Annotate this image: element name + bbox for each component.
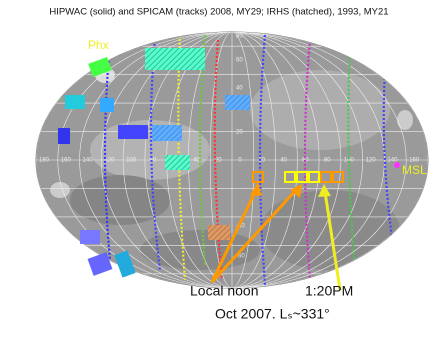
time-label: 1:20PM	[305, 283, 353, 299]
latitude-label: 40	[236, 86, 243, 92]
date-label: Oct 2007. Lₛ~331°	[215, 306, 330, 322]
longitude-label: 140	[83, 158, 94, 164]
longitude-label: 160	[61, 158, 72, 164]
longitude-label: 120	[366, 158, 377, 164]
longitude-label: 180	[39, 158, 50, 164]
title: HIPWAC (solid) and SPICAM (tracks) 2008,…	[49, 7, 388, 18]
longitude-label: 100	[126, 158, 137, 164]
longitude-label: 80	[324, 158, 331, 164]
local-noon: Local noon	[190, 283, 259, 299]
latitude-label: 20	[236, 130, 243, 136]
longitude-label: 40	[280, 158, 287, 164]
msl-label: MSL	[402, 163, 427, 177]
latitude-label: 60	[236, 58, 243, 64]
msl-marker	[394, 162, 400, 168]
mars-map-figure: HIPWAC (solid) and SPICAM (tracks) 2008,…	[0, 0, 438, 339]
latitude-label: 80	[236, 34, 243, 40]
phx-label: Phx	[88, 38, 109, 52]
